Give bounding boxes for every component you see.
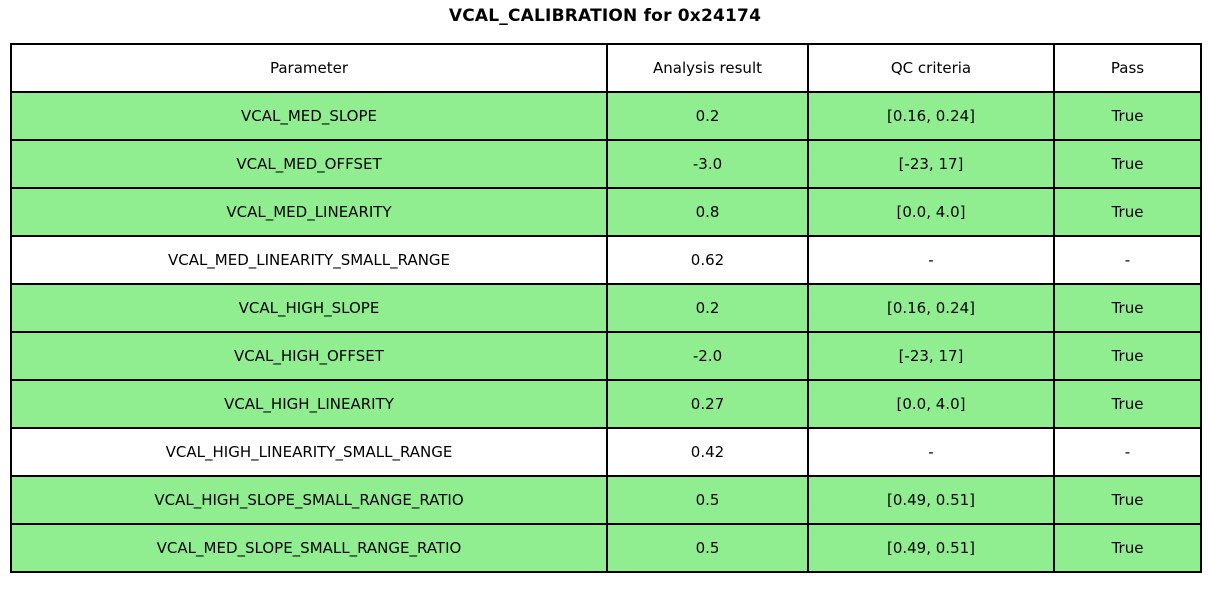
cell-pass: True	[1053, 331, 1202, 381]
page-title: VCAL_CALIBRATION for 0x24174	[448, 6, 762, 26]
cell-qc-criteria: [0.49, 0.51]	[807, 523, 1055, 573]
cell-parameter: VCAL_HIGH_LINEARITY	[10, 379, 608, 429]
cell-parameter: VCAL_MED_LINEARITY	[10, 187, 608, 237]
qc-results-table: Parameter Analysis result QC criteria Pa…	[10, 43, 1202, 573]
cell-analysis-result: 0.27	[606, 379, 809, 429]
cell-analysis-result: -2.0	[606, 331, 809, 381]
cell-pass: True	[1053, 523, 1202, 573]
header-pass: Pass	[1053, 43, 1202, 93]
header-parameter: Parameter	[10, 43, 608, 93]
cell-parameter: VCAL_MED_OFFSET	[10, 139, 608, 189]
cell-pass: True	[1053, 475, 1202, 525]
table-row: VCAL_HIGH_LINEARITY 0.27 [0.0, 4.0] True	[10, 379, 1202, 429]
header-qc-criteria: QC criteria	[807, 43, 1055, 93]
table-row: VCAL_MED_SLOPE_SMALL_RANGE_RATIO 0.5 [0.…	[10, 523, 1202, 573]
cell-analysis-result: -3.0	[606, 139, 809, 189]
cell-analysis-result: 0.5	[606, 523, 809, 573]
cell-analysis-result: 0.62	[606, 235, 809, 285]
cell-pass: True	[1053, 187, 1202, 237]
header-analysis-result: Analysis result	[606, 43, 809, 93]
cell-pass: -	[1053, 235, 1202, 285]
cell-qc-criteria: [0.49, 0.51]	[807, 475, 1055, 525]
cell-analysis-result: 0.5	[606, 475, 809, 525]
cell-parameter: VCAL_MED_SLOPE_SMALL_RANGE_RATIO	[10, 523, 608, 573]
cell-parameter: VCAL_HIGH_SLOPE	[10, 283, 608, 333]
table-row: VCAL_MED_OFFSET -3.0 [-23, 17] True	[10, 139, 1202, 189]
cell-qc-criteria: [0.16, 0.24]	[807, 91, 1055, 141]
cell-qc-criteria: -	[807, 427, 1055, 477]
cell-analysis-result: 0.8	[606, 187, 809, 237]
table-row: VCAL_HIGH_SLOPE_SMALL_RANGE_RATIO 0.5 [0…	[10, 475, 1202, 525]
cell-analysis-result: 0.2	[606, 283, 809, 333]
table-row: VCAL_HIGH_OFFSET -2.0 [-23, 17] True	[10, 331, 1202, 381]
cell-pass: -	[1053, 427, 1202, 477]
table-row: VCAL_HIGH_LINEARITY_SMALL_RANGE 0.42 - -	[10, 427, 1202, 477]
cell-qc-criteria: -	[807, 235, 1055, 285]
table-row: VCAL_MED_LINEARITY 0.8 [0.0, 4.0] True	[10, 187, 1202, 237]
cell-qc-criteria: [0.0, 4.0]	[807, 187, 1055, 237]
table-row: VCAL_HIGH_SLOPE 0.2 [0.16, 0.24] True	[10, 283, 1202, 333]
cell-qc-criteria: [-23, 17]	[807, 139, 1055, 189]
cell-analysis-result: 0.42	[606, 427, 809, 477]
cell-parameter: VCAL_HIGH_SLOPE_SMALL_RANGE_RATIO	[10, 475, 608, 525]
cell-pass: True	[1053, 139, 1202, 189]
cell-pass: True	[1053, 91, 1202, 141]
cell-parameter: VCAL_HIGH_OFFSET	[10, 331, 608, 381]
cell-parameter: VCAL_HIGH_LINEARITY_SMALL_RANGE	[10, 427, 608, 477]
cell-parameter: VCAL_MED_SLOPE	[10, 91, 608, 141]
cell-pass: True	[1053, 283, 1202, 333]
cell-qc-criteria: [-23, 17]	[807, 331, 1055, 381]
cell-pass: True	[1053, 379, 1202, 429]
table-header-row: Parameter Analysis result QC criteria Pa…	[10, 43, 1202, 93]
cell-analysis-result: 0.2	[606, 91, 809, 141]
table-row: VCAL_MED_SLOPE 0.2 [0.16, 0.24] True	[10, 91, 1202, 141]
table-row: VCAL_MED_LINEARITY_SMALL_RANGE 0.62 - -	[10, 235, 1202, 285]
cell-qc-criteria: [0.16, 0.24]	[807, 283, 1055, 333]
cell-parameter: VCAL_MED_LINEARITY_SMALL_RANGE	[10, 235, 608, 285]
cell-qc-criteria: [0.0, 4.0]	[807, 379, 1055, 429]
